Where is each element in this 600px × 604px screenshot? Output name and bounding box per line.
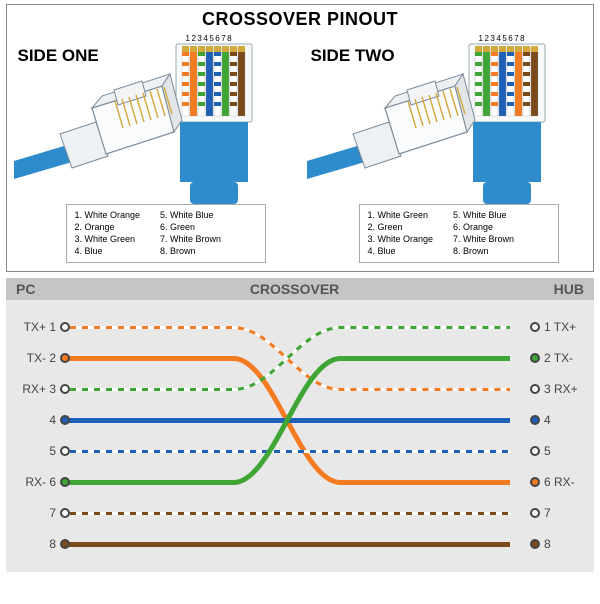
terminal-dot (530, 415, 540, 425)
title: CROSSOVER PINOUT (7, 9, 593, 30)
terminal-dot (60, 415, 70, 425)
side-one-pin-numbers: 12345678 (186, 34, 232, 43)
row-label-left: 5 (16, 444, 60, 458)
wire-row: 77 (16, 498, 584, 529)
legend-item: 2. Green (368, 221, 434, 233)
crossover-panel: PC CROSSOVER HUB TX+ 1 1 TX+ TX- 2 2 TX- RX+… (6, 278, 594, 572)
crossover-header: PC CROSSOVER HUB (6, 278, 594, 300)
terminal-dot (530, 477, 540, 487)
legend-item: 4. Blue (368, 245, 434, 257)
side-one-svg (14, 34, 294, 204)
pinout-panel: CROSSOVER PINOUT SIDE ONE 12345678 1. Wh… (6, 4, 594, 272)
side-one-legend: 1. White Orange2. Orange3. White Green4.… (66, 204, 266, 263)
terminal-dot (530, 353, 540, 363)
header-center: CROSSOVER (250, 281, 339, 297)
sides-container: SIDE ONE 12345678 1. White Orange2. Oran… (7, 34, 593, 263)
legend-item: 8. Brown (160, 245, 221, 257)
row-label-left: TX+ 1 (16, 320, 60, 334)
terminal-dot (60, 353, 70, 363)
legend-item: 5. White Blue (453, 209, 514, 221)
terminal-dot (60, 477, 70, 487)
legend-item: 8. Brown (453, 245, 514, 257)
row-label-right: 6 RX- (540, 475, 584, 489)
legend-item: 2. Orange (75, 221, 141, 233)
row-label-left: RX+ 3 (16, 382, 60, 396)
side-two-illustration: 12345678 (307, 34, 587, 204)
legend-item: 1. White Green (368, 209, 434, 221)
legend-item: 3. White Orange (368, 233, 434, 245)
row-label-left: 7 (16, 506, 60, 520)
legend-item: 7. White Brown (160, 233, 221, 245)
legend-item: 6. Orange (453, 221, 514, 233)
wire-diagram: TX+ 11 TX+TX- 22 TX-RX+ 33 RX+4455RX- 66… (6, 300, 594, 572)
terminal-dot (60, 384, 70, 394)
terminal-dot (530, 446, 540, 456)
legend-item: 5. White Blue (160, 209, 221, 221)
terminal-dot (530, 322, 540, 332)
terminal-dot (60, 508, 70, 518)
row-label-left: 4 (16, 413, 60, 427)
side-one-illustration: 12345678 (14, 34, 294, 204)
header-left: PC (16, 281, 35, 297)
row-label-left: TX- 2 (16, 351, 60, 365)
legend-item: 1. White Orange (75, 209, 141, 221)
terminal-dot (60, 446, 70, 456)
row-label-right: 1 TX+ (540, 320, 584, 334)
row-label-right: 4 (540, 413, 584, 427)
side-two-svg (307, 34, 587, 204)
legend-item: 3. White Green (75, 233, 141, 245)
legend-item: 4. Blue (75, 245, 141, 257)
terminal-dot (530, 539, 540, 549)
side-two-pin-numbers: 12345678 (479, 34, 525, 43)
legend-item: 7. White Brown (453, 233, 514, 245)
side-two: SIDE TWO 12345678 1. White Green2. Green… (307, 34, 587, 263)
wire-row: 88 (16, 529, 584, 560)
terminal-dot (60, 322, 70, 332)
side-two-legend: 1. White Green2. Green3. White Orange4. … (359, 204, 559, 263)
wire-row: 44 (16, 405, 584, 436)
terminal-dot (530, 384, 540, 394)
row-label-right: 8 (540, 537, 584, 551)
terminal-dot (60, 539, 70, 549)
row-label-left: RX- 6 (16, 475, 60, 489)
side-one: SIDE ONE 12345678 1. White Orange2. Oran… (14, 34, 294, 263)
wire-row: RX+ 3 3 RX+ (16, 374, 584, 405)
row-label-right: 2 TX- (540, 351, 584, 365)
wire-row: RX- 6 6 RX- (16, 467, 584, 498)
wire-row: TX- 2 2 TX- (16, 343, 584, 374)
header-right: HUB (554, 281, 584, 297)
row-label-left: 8 (16, 537, 60, 551)
row-label-right: 5 (540, 444, 584, 458)
wire-row: 55 (16, 436, 584, 467)
terminal-dot (530, 508, 540, 518)
row-label-right: 7 (540, 506, 584, 520)
legend-item: 6. Green (160, 221, 221, 233)
wire-row: TX+ 1 1 TX+ (16, 312, 584, 343)
row-label-right: 3 RX+ (540, 382, 584, 396)
